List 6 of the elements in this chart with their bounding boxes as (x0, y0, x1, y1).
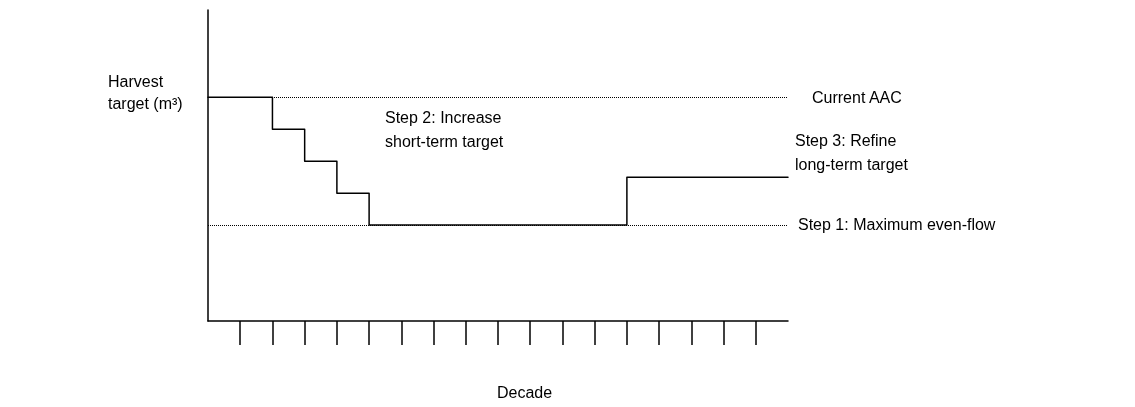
y-axis-title: Harvest target (m³) (108, 72, 183, 112)
ref-line-label: Step 1: Maximum even-flow (798, 216, 996, 234)
ref-line-label: Current AAC (812, 88, 902, 106)
x-axis-title: Decade (497, 383, 553, 401)
text: Step 3: Refine long-term target (795, 131, 909, 173)
annotation: Step 2: Increase short-term target (385, 108, 506, 150)
